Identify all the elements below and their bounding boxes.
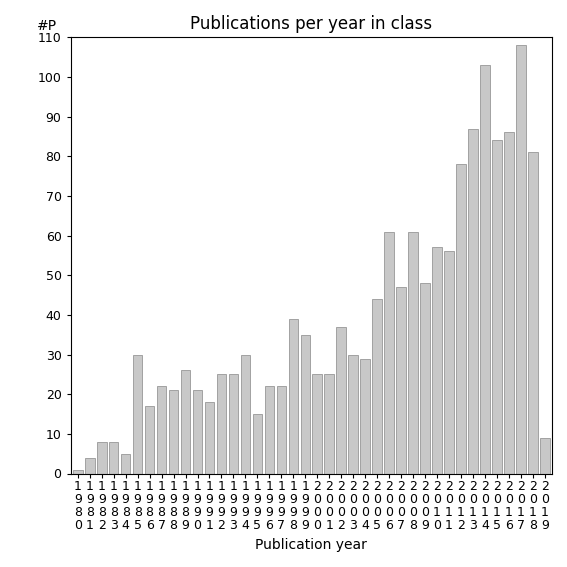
Bar [109, 442, 119, 473]
Bar [240, 354, 250, 473]
Bar [348, 354, 358, 473]
Bar [408, 232, 418, 473]
Bar [373, 299, 382, 473]
Bar [492, 141, 502, 473]
Bar [253, 414, 262, 473]
Bar [229, 374, 238, 473]
Bar [289, 319, 298, 473]
Bar [456, 164, 466, 473]
Bar [480, 65, 490, 473]
Bar [265, 386, 274, 473]
Bar [396, 287, 406, 473]
Bar [193, 390, 202, 473]
Bar [504, 133, 514, 473]
Bar [169, 390, 179, 473]
Bar [468, 129, 478, 473]
Bar [97, 442, 107, 473]
Bar [205, 402, 214, 473]
Bar [420, 283, 430, 473]
Bar [133, 354, 142, 473]
Bar [312, 374, 322, 473]
Bar [145, 406, 154, 473]
Bar [324, 374, 334, 473]
Title: Publications per year in class: Publications per year in class [191, 15, 433, 33]
Bar [432, 247, 442, 473]
Bar [361, 358, 370, 473]
Bar [181, 370, 191, 473]
Bar [336, 327, 346, 473]
Bar [73, 469, 83, 473]
Bar [540, 438, 549, 473]
Bar [217, 374, 226, 473]
Bar [516, 45, 526, 473]
Bar [85, 458, 95, 473]
Bar [384, 232, 394, 473]
Bar [528, 153, 538, 473]
Bar [121, 454, 130, 473]
Bar [301, 335, 310, 473]
Bar [157, 386, 166, 473]
Bar [444, 251, 454, 473]
Bar [277, 386, 286, 473]
X-axis label: Publication year: Publication year [255, 538, 367, 552]
Text: #P: #P [37, 19, 57, 33]
